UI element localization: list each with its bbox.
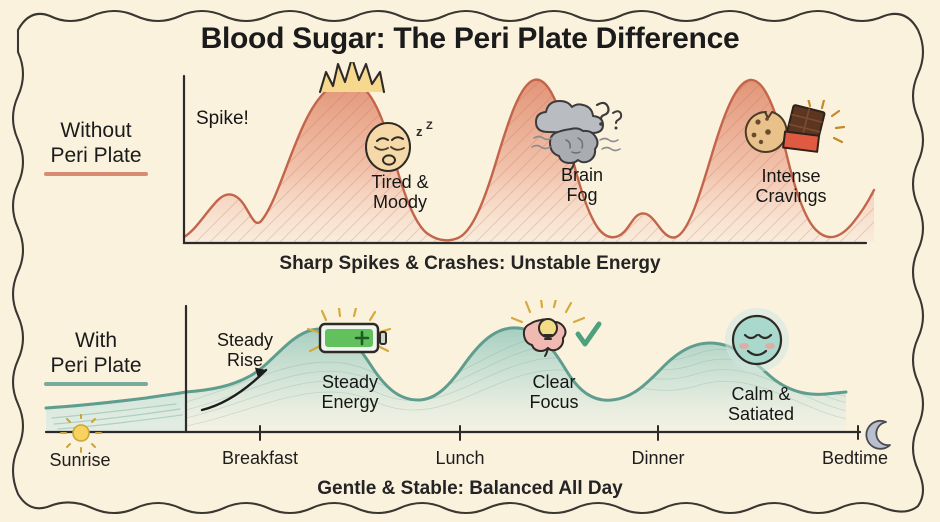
row-label-without-line2: Peri Plate bbox=[50, 143, 142, 167]
annotation-fog-line2: Fog bbox=[566, 185, 598, 206]
chart-with-peri-plate bbox=[44, 304, 862, 441]
axis-tick-label-lunch: Lunch bbox=[435, 448, 485, 468]
annotation-cravings-line2: Cravings bbox=[755, 186, 827, 207]
annotation-spike-line1: Spike! bbox=[196, 108, 249, 129]
chart-without-peri-plate bbox=[182, 62, 876, 245]
annotation-intense-cravings: Intense Cravings bbox=[736, 166, 846, 206]
axis-tick-label-dinner: Dinner bbox=[631, 448, 685, 468]
green-curve-line bbox=[44, 326, 848, 410]
idea-rays bbox=[510, 300, 586, 324]
caption-top: Sharp Spikes & Crashes: Unstable Energy bbox=[279, 253, 661, 274]
brain-cloud-icon bbox=[531, 100, 623, 170]
annotation-rise-line2: Rise bbox=[226, 350, 263, 371]
svg-text:z: z bbox=[416, 124, 423, 139]
annotation-steady-rise: Steady Rise bbox=[200, 330, 290, 370]
top-chart-axes bbox=[182, 74, 868, 245]
annotation-calm-satiated: Calm & Satiated bbox=[706, 384, 816, 424]
annotation-clear-focus: Clear Focus bbox=[508, 372, 600, 412]
annotation-cravings-line1: Intense bbox=[761, 166, 821, 186]
row-label-without-line1: Without bbox=[60, 119, 132, 142]
row-label-with-line1: With bbox=[75, 329, 117, 352]
annotation-tired-line2: Moody bbox=[372, 192, 428, 213]
svg-text:Z: Z bbox=[426, 120, 433, 132]
axis-tick-label-breakfast: Breakfast bbox=[221, 448, 299, 468]
red-curve-area bbox=[184, 79, 874, 242]
row-label-without-underline bbox=[44, 171, 148, 176]
row-label-without-peri-plate: Without Peri Plate bbox=[16, 119, 176, 176]
row-label-with-underline bbox=[44, 381, 148, 386]
annotation-fog-line1: Brain bbox=[560, 165, 604, 185]
annotation-calm-line1: Calm & bbox=[731, 384, 791, 404]
starburst-icon bbox=[318, 62, 386, 94]
annotation-spike: Spike! bbox=[196, 108, 286, 129]
annotation-focus-line1: Clear bbox=[532, 372, 576, 392]
axis-tick-label-sunrise: Sunrise bbox=[49, 450, 111, 470]
annotation-steady-line2: Energy bbox=[321, 392, 379, 413]
curved-arrow-icon bbox=[200, 367, 268, 412]
page-title: Blood Sugar: The Peri Plate Difference bbox=[200, 22, 740, 55]
sleepy-face-icon: z Z bbox=[365, 120, 433, 172]
annotation-steady-line1: Steady bbox=[321, 372, 379, 392]
battery-icon bbox=[306, 308, 392, 354]
sun-icon bbox=[60, 414, 102, 453]
brain-bulb-icon bbox=[510, 300, 602, 357]
row-label-with-line2: Peri Plate bbox=[50, 353, 142, 377]
moon-icon bbox=[865, 419, 891, 450]
annotation-tired-moody: Tired & Moody bbox=[352, 172, 448, 212]
battery-shine bbox=[306, 308, 392, 353]
green-curve-area bbox=[46, 327, 846, 432]
annotation-rise-line1: Steady bbox=[216, 330, 274, 350]
bottom-chart-axes bbox=[44, 304, 862, 434]
annotation-steady-energy: Steady Energy bbox=[298, 372, 402, 412]
annotation-calm-line2: Satiated bbox=[727, 404, 795, 425]
annotation-brain-fog: Brain Fog bbox=[540, 165, 624, 205]
axis-tick-label-bedtime: Bedtime bbox=[821, 448, 889, 468]
serene-face-icon bbox=[725, 308, 789, 372]
cookie-chocolate-icon bbox=[744, 100, 846, 153]
caption-bottom: Gentle & Stable: Balanced All Day bbox=[317, 478, 623, 499]
row-label-with-peri-plate: With Peri Plate bbox=[16, 329, 176, 386]
annotation-focus-line2: Focus bbox=[529, 392, 579, 413]
annotation-tired-line1: Tired & bbox=[371, 172, 429, 192]
green-tail-wisps bbox=[51, 403, 183, 430]
bottom-chart-ticks bbox=[259, 425, 859, 441]
